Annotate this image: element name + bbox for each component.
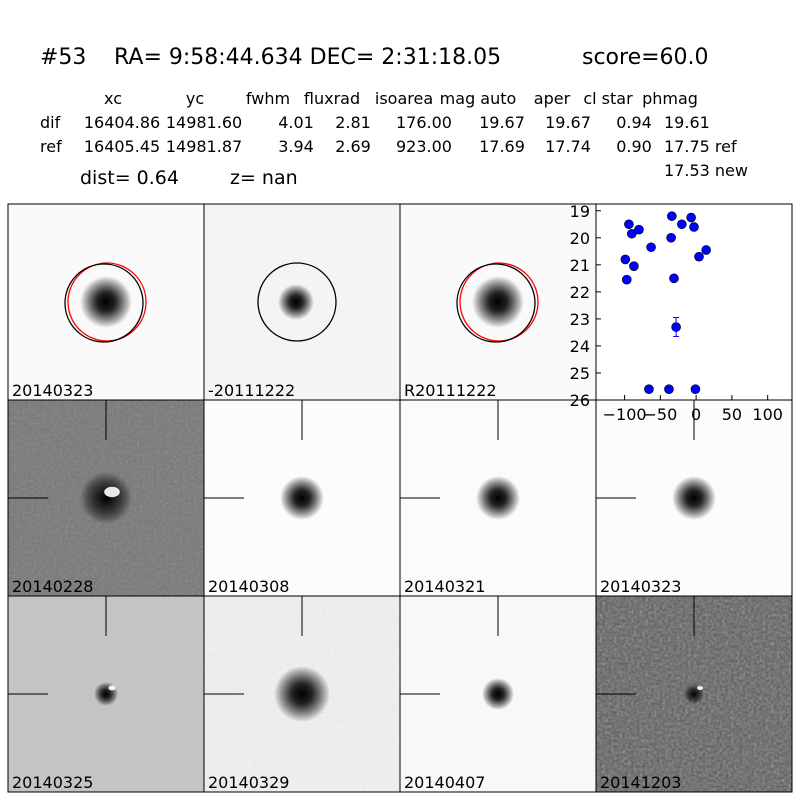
y-tick-label: 25 <box>570 364 590 383</box>
x-tick-label: 50 <box>722 405 742 424</box>
row-label: dif <box>40 113 61 132</box>
table-cell: 2.69 <box>335 137 371 156</box>
panel-label: 20140308 <box>208 577 289 596</box>
panel-label: -20111222 <box>208 381 295 400</box>
panel-label: 20141203 <box>600 773 681 792</box>
point <box>671 322 681 332</box>
x-tick-label: −50 <box>643 405 677 424</box>
x-tick-label: 0 <box>691 405 701 424</box>
table-cell: 16405.45 <box>84 137 160 156</box>
table-cell: 14981.60 <box>166 113 242 132</box>
point <box>664 384 674 394</box>
redshift: z= nan <box>230 167 298 189</box>
aperture <box>67 262 147 342</box>
score: score=60.0 <box>582 45 709 70</box>
aperture <box>257 262 337 342</box>
point <box>689 222 699 232</box>
table-cell: 2.81 <box>335 113 371 132</box>
panel-label: 20140407 <box>404 773 485 792</box>
source-blob <box>476 476 520 520</box>
source-blob <box>278 284 314 320</box>
residual <box>697 686 703 690</box>
object-id: #53 <box>40 45 86 70</box>
source-blob <box>80 276 132 328</box>
column-header: cl star <box>583 89 633 108</box>
table-cell: 0.90 <box>616 137 652 156</box>
point <box>644 384 654 394</box>
point <box>690 384 701 394</box>
residual <box>104 486 120 498</box>
point <box>701 245 711 255</box>
point <box>667 211 677 221</box>
table-cell: 17.74 <box>545 137 591 156</box>
x-tick-label: −100 <box>603 405 647 424</box>
point <box>677 219 687 230</box>
point <box>666 232 676 243</box>
point <box>624 219 634 230</box>
aperture <box>456 263 536 343</box>
column-header: aper <box>534 89 571 108</box>
x-tick-label: 100 <box>752 405 783 424</box>
plot-background <box>595 203 793 401</box>
point <box>634 224 644 235</box>
table-cell: 19.67 <box>545 113 591 132</box>
source-blob <box>80 472 132 524</box>
y-tick-label: 19 <box>570 202 590 221</box>
column-header: phmag <box>642 89 698 108</box>
y-tick-label: 23 <box>570 310 590 329</box>
table-cell: 17.75 ref <box>664 137 737 156</box>
table-cell: 14981.87 <box>166 137 242 156</box>
coordinates: RA= 9:58:44.634 DEC= 2:31:18.05 <box>114 45 501 70</box>
point <box>626 228 637 239</box>
source-blob <box>280 476 324 520</box>
point <box>629 261 639 271</box>
panel-label: 20140323 <box>600 577 681 596</box>
column-header: xc <box>104 89 122 108</box>
table-cell: 4.01 <box>278 113 314 132</box>
table-cell: 17.69 <box>479 137 525 156</box>
panel-label: 20140228 <box>12 577 93 596</box>
y-tick-label: 21 <box>570 256 590 275</box>
source-blob <box>672 476 716 520</box>
table-cell: 176.00 <box>396 113 452 132</box>
panel-label: 20140329 <box>208 773 289 792</box>
table-cell: 0.94 <box>616 113 652 132</box>
column-header: yc <box>186 89 204 108</box>
column-header: fwhm <box>246 89 290 108</box>
source-blob <box>482 678 514 710</box>
point <box>620 254 631 265</box>
table-cell: 16404.86 <box>84 113 160 132</box>
y-tick-label: 20 <box>570 229 590 248</box>
point <box>694 251 704 262</box>
column-header: fluxrad <box>304 89 360 108</box>
row-label: ref <box>40 137 62 156</box>
point <box>686 212 696 223</box>
aperture <box>64 263 144 343</box>
aperture <box>459 262 539 342</box>
panel-frame <box>595 595 793 793</box>
point <box>646 242 656 253</box>
table-cell: 3.94 <box>278 137 314 156</box>
panel-label: 20140325 <box>12 773 93 792</box>
table-cell: 923.00 <box>396 137 452 156</box>
column-header: mag auto <box>440 89 517 108</box>
phmag-new: 17.53 new <box>664 161 748 180</box>
panel-label: R20111222 <box>404 381 497 400</box>
column-header: isoarea <box>375 89 433 108</box>
point <box>621 274 632 285</box>
residual <box>108 685 116 691</box>
y-tick-label: 26 <box>570 391 590 410</box>
y-tick-label: 24 <box>570 337 590 356</box>
source-blob <box>94 682 118 706</box>
panel-label: 20140321 <box>404 577 485 596</box>
table-cell: 19.61 <box>664 113 710 132</box>
source-blob <box>274 666 330 722</box>
point <box>669 273 679 284</box>
source-blob <box>472 276 524 328</box>
table-cell: 19.67 <box>479 113 525 132</box>
y-tick-label: 22 <box>570 283 590 302</box>
dist: dist= 0.64 <box>80 167 179 189</box>
panel-label: 20140323 <box>12 381 93 400</box>
